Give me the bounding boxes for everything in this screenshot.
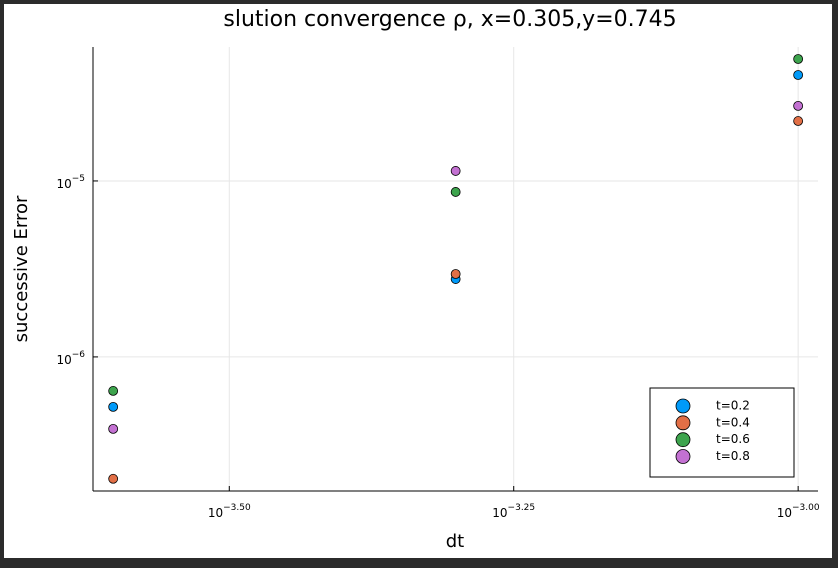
tick-label: 10−3.25 <box>492 503 535 520</box>
point <box>793 100 804 111</box>
legend-label: t=0.4 <box>716 415 750 429</box>
point <box>450 187 461 197</box>
legend-label: t=0.8 <box>716 449 750 463</box>
point <box>793 54 804 64</box>
legend-label: t=0.2 <box>716 399 750 413</box>
legend-box <box>649 387 795 478</box>
point <box>793 116 804 126</box>
tick-label: 10−5 <box>56 173 85 190</box>
tick-exponent: −3.00 <box>792 503 820 513</box>
legend-marker <box>675 432 691 448</box>
point <box>108 423 119 434</box>
legend-label: t=0.6 <box>716 432 750 446</box>
point <box>450 166 461 176</box>
tick-exponent: −3.50 <box>223 503 251 513</box>
legend-marker <box>675 398 691 414</box>
tick-exponent: −3.25 <box>508 503 536 513</box>
chart-title: slution convergence ρ, x=0.305,y=0.745 <box>223 7 676 32</box>
y-axis-label: successive Error <box>11 195 32 342</box>
tick-label: 10−6 <box>56 349 85 366</box>
point <box>108 473 119 484</box>
point <box>793 70 804 80</box>
tick-label: 10−3.50 <box>208 503 251 520</box>
tick-base: 10 <box>56 176 71 190</box>
legend-marker <box>675 415 691 431</box>
point <box>108 386 119 396</box>
tick-exponent: −6 <box>72 349 86 359</box>
tick-label: 10−3.00 <box>777 503 820 520</box>
point <box>108 401 119 412</box>
tick-base: 10 <box>777 506 792 520</box>
tick-exponent: −5 <box>72 173 85 183</box>
x-axis-label: dt <box>446 531 464 552</box>
tick-base: 10 <box>492 506 507 520</box>
tick-base: 10 <box>56 352 71 366</box>
legend-marker <box>675 449 691 464</box>
point <box>450 269 461 279</box>
tick-base: 10 <box>208 506 223 520</box>
